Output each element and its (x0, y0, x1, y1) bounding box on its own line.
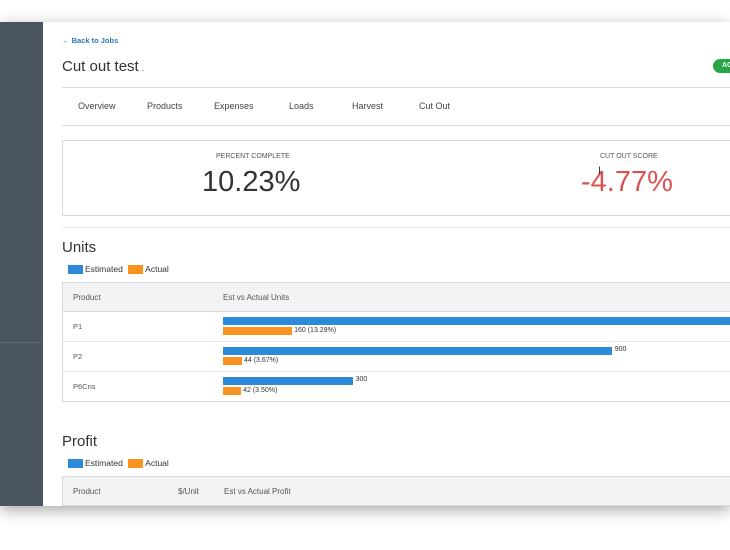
actual-value-label: 160 (13.29%) (294, 327, 337, 334)
cut-out-score-label: CUT OUT SCORE (600, 153, 658, 160)
estimated-value-label: 900 (614, 346, 627, 353)
status-badge: AC (713, 59, 730, 73)
tab-expenses[interactable]: Expenses (214, 101, 254, 111)
legend-swatch-estimated (68, 459, 83, 469)
column-est-vs-actual-units: Est vs Actual Units (223, 293, 290, 302)
product-name: P6Cns (73, 382, 96, 391)
legend-swatch-actual (128, 265, 144, 275)
main-content: ← Back to Jobs Cut out test. AC Overview… (43, 22, 730, 506)
estimated-bar (223, 317, 730, 325)
column-est-vs-actual-profit: Est vs Actual Profit (224, 487, 291, 496)
legend-estimated: Estimated (68, 458, 123, 469)
legend-swatch-estimated (68, 265, 83, 275)
product-name: P1 (73, 322, 83, 331)
table-row: P6Cns 300 42 (3.50%) (63, 372, 730, 401)
actual-bar (223, 357, 242, 365)
back-to-jobs-link[interactable]: ← Back to Jobs (62, 36, 119, 45)
legend-label-estimated: Estimated (85, 264, 123, 274)
actual-value-label: 44 (3.67%) (244, 357, 279, 364)
tab-bar: Overview Products Expenses Loads Harvest… (62, 87, 730, 126)
percent-complete-label: PERCENT COMPLETE (216, 153, 290, 160)
estimated-bar (223, 347, 612, 355)
profit-table-header: Product $/Unit Est vs Actual Profit (63, 477, 730, 506)
tab-loads[interactable]: Loads (289, 101, 314, 111)
page-title: Cut out test. (62, 58, 144, 75)
legend-actual: Actual (128, 458, 169, 469)
divider (62, 227, 730, 228)
column-product: Product (73, 487, 101, 496)
estimated-value-label: 300 (355, 376, 368, 383)
tab-cut-out[interactable]: Cut Out (419, 101, 451, 111)
stats-panel: PERCENT COMPLETE 10.23% CUT OUT SCORE -4… (62, 140, 730, 216)
column-product: Product (73, 293, 101, 302)
legend-label-actual: Actual (145, 458, 169, 468)
legend-label-actual: Actual (145, 264, 169, 274)
profit-legend: Estimated Actual (68, 458, 172, 470)
job-title: Cut out test (62, 58, 139, 75)
percent-complete-value: 10.23% (202, 166, 301, 198)
units-rows: P1 160 (13.29%) P2 900 44 (3.67%) P6Cns 300 42 … (63, 312, 730, 401)
units-table-header: Product Est vs Actual Units (63, 283, 730, 312)
legend-label-estimated: Estimated (85, 458, 123, 468)
legend-estimated: Estimated (68, 264, 123, 275)
legend-actual: Actual (128, 264, 169, 275)
text-cursor-icon: I (598, 165, 602, 177)
estimated-bar (223, 377, 353, 385)
tab-overview[interactable]: Overview (78, 101, 116, 111)
cut-out-score-value: -4.77% (581, 166, 673, 198)
product-name: P2 (73, 352, 83, 361)
units-heading: Units (62, 239, 97, 256)
sidebar (0, 22, 43, 506)
sidebar-divider (0, 342, 43, 343)
tab-harvest[interactable]: Harvest (352, 101, 384, 111)
profit-heading: Profit (62, 433, 98, 450)
legend-swatch-actual (128, 459, 144, 469)
table-row: P2 900 44 (3.67%) (63, 342, 730, 372)
actual-bar (223, 387, 242, 395)
tab-products[interactable]: Products (147, 101, 183, 111)
actual-value-label: 42 (3.50%) (243, 387, 278, 394)
column-per-unit: $/Unit (178, 487, 199, 496)
units-table: Product Est vs Actual Units P1 160 (13.29… (62, 282, 730, 402)
units-legend: Estimated Actual (68, 264, 172, 276)
actual-bar (223, 327, 293, 335)
title-marker: . (141, 63, 145, 73)
table-row: P1 160 (13.29%) (63, 312, 730, 342)
profit-table: Product $/Unit Est vs Actual Profit (62, 476, 730, 506)
